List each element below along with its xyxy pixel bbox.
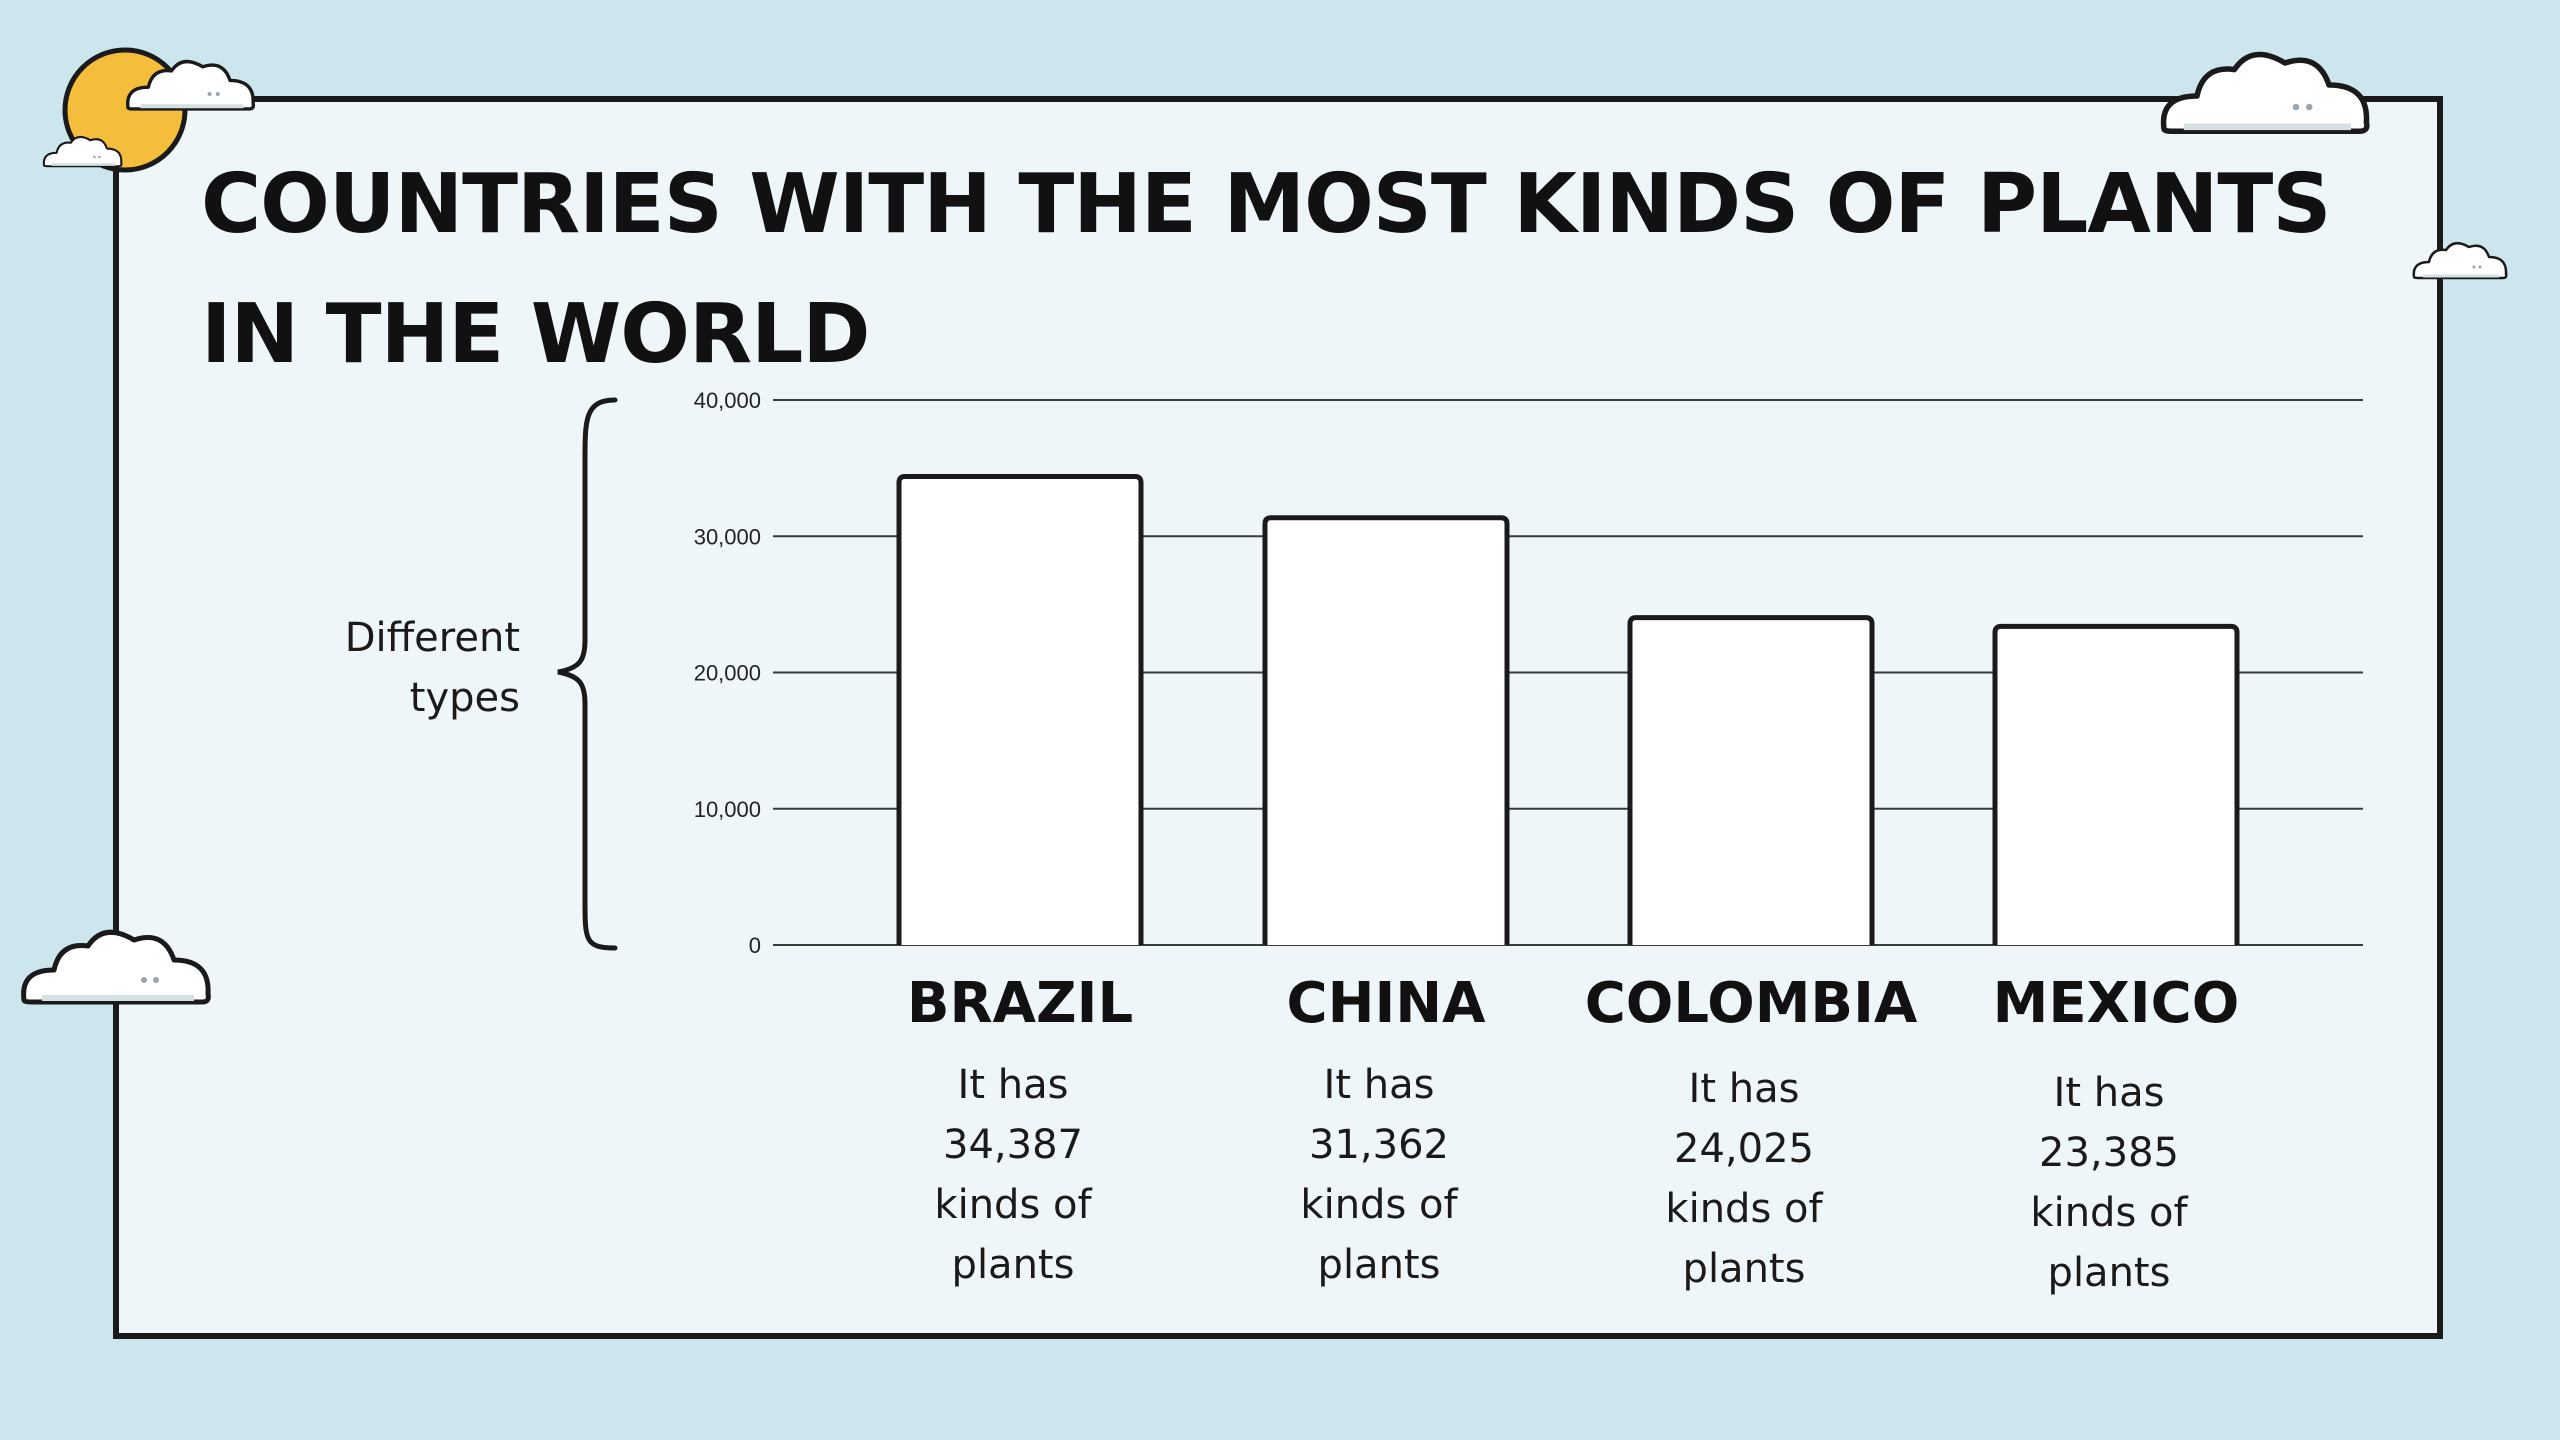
cloud-icon bbox=[2164, 55, 2367, 132]
bar-description-line: kinds of bbox=[1665, 1186, 1823, 1232]
y-tick-label: 40,000 bbox=[694, 388, 761, 413]
bar-description-line: It has bbox=[958, 1062, 1069, 1108]
bar-description-line: 24,025 bbox=[1674, 1126, 1814, 1172]
title-line-2: IN THE WORLD bbox=[201, 287, 870, 382]
bar-description-line: 31,362 bbox=[1309, 1122, 1449, 1168]
cloud-icon bbox=[2412, 241, 2508, 280]
y-tick-labels: 0 10,000 20,000 30,000 40,000 bbox=[694, 388, 761, 958]
bar-description-line: plants bbox=[952, 1242, 1075, 1288]
bar-description-line: 23,385 bbox=[2039, 1130, 2179, 1176]
bar-china bbox=[1262, 515, 1510, 945]
category-label: MEXICO bbox=[1993, 971, 2240, 1036]
category-label: BRAZIL bbox=[907, 971, 1133, 1036]
slide-title: COUNTRIES WITH THE MOST KINDS OF PLANTS I… bbox=[201, 140, 2401, 400]
bar-mexico bbox=[1992, 623, 2240, 945]
bar-description-line: plants bbox=[1683, 1246, 1806, 1292]
bar-description-line: kinds of bbox=[1300, 1182, 1458, 1228]
y-axis-label-line-1: Different bbox=[344, 615, 520, 661]
y-axis-label-line-2: types bbox=[409, 675, 520, 721]
bar-description-line: plants bbox=[2048, 1250, 2171, 1296]
bars bbox=[896, 473, 2240, 945]
category-label: CHINA bbox=[1286, 971, 1486, 1036]
bar-description-line: It has bbox=[1689, 1066, 1800, 1112]
cloud-icon bbox=[24, 932, 209, 1002]
y-tick-label: 20,000 bbox=[694, 661, 761, 686]
bar-description-line: plants bbox=[1318, 1242, 1441, 1288]
y-axis-label: Different types bbox=[300, 608, 520, 728]
bar-description-line: It has bbox=[2054, 1070, 2165, 1116]
bar-description-line: 34,387 bbox=[943, 1122, 1083, 1168]
category-labels: BRAZIL CHINA COLOMBIA MEXICO bbox=[907, 971, 2239, 1036]
title-line-1: COUNTRIES WITH THE MOST KINDS OF PLANTS bbox=[201, 157, 2331, 252]
category-label: COLOMBIA bbox=[1585, 971, 1918, 1036]
bar-description-line: kinds of bbox=[2030, 1190, 2188, 1236]
y-tick-label: 30,000 bbox=[694, 524, 761, 549]
bar-description-line: kinds of bbox=[934, 1182, 1092, 1228]
bar-brazil bbox=[896, 473, 1144, 945]
y-tick-label: 10,000 bbox=[694, 797, 761, 822]
bar-descriptions: It has 34,387 kinds of plants It has 31,362 ki… bbox=[934, 1062, 2188, 1296]
y-axis-brace bbox=[557, 397, 618, 951]
bar-description-line: It has bbox=[1324, 1062, 1435, 1108]
bar-colombia bbox=[1627, 615, 1875, 945]
y-tick-label: 0 bbox=[749, 933, 761, 958]
